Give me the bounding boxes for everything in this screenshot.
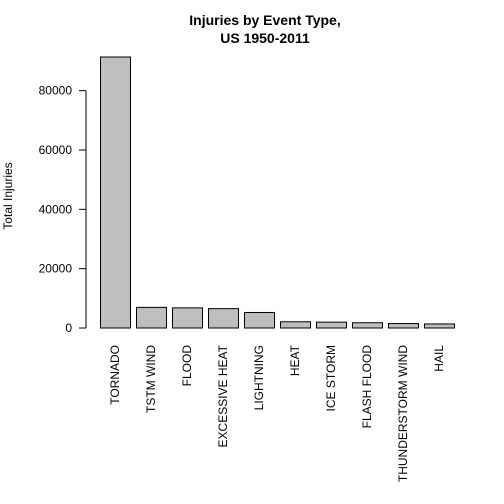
x-tick-label: TSTM WIND bbox=[144, 345, 158, 413]
y-tick-label: 20000 bbox=[39, 262, 73, 276]
y-tick-label: 0 bbox=[65, 321, 72, 335]
x-tick-label: TORNADO bbox=[108, 345, 122, 405]
bar-hail bbox=[424, 323, 455, 329]
bar-ice-storm bbox=[316, 321, 347, 329]
bar-excessive-heat bbox=[208, 308, 239, 329]
x-tick-label: EXCESSIVE HEAT bbox=[216, 344, 230, 447]
x-tick-label: HAIL bbox=[432, 345, 446, 372]
x-axis-tick-labels: TORNADO TSTM WIND FLOOD EXCESSIVE HEAT LIGHT… bbox=[108, 344, 446, 482]
y-tick-label: 40000 bbox=[39, 202, 73, 216]
y-axis: 0 20000 40000 60000 80000 bbox=[39, 84, 87, 335]
chart-title-line-1: Injuries by Event Type, bbox=[189, 12, 340, 28]
bar-lightning bbox=[244, 311, 275, 329]
bar-tornado bbox=[100, 56, 131, 329]
bar-thunderstorm-wind bbox=[388, 323, 419, 329]
x-tick-label: FLASH FLOOD bbox=[360, 345, 374, 429]
bar-flood bbox=[172, 307, 203, 329]
x-tick-label: THUNDERSTORM WIND bbox=[396, 345, 410, 482]
x-tick-label: LIGHTNING bbox=[252, 345, 266, 410]
chart-title-line-2: US 1950-2011 bbox=[220, 30, 310, 46]
bar-flash-flood bbox=[352, 322, 383, 329]
y-tick-label: 60000 bbox=[39, 143, 73, 157]
x-tick-label: ICE STORM bbox=[324, 345, 338, 411]
y-axis-label: Total Injuries bbox=[1, 162, 15, 229]
x-tick-label: FLOOD bbox=[180, 345, 194, 387]
bar-heat bbox=[280, 321, 311, 329]
bars bbox=[100, 56, 455, 329]
bar-tstm-wind bbox=[136, 306, 167, 329]
x-tick-label: HEAT bbox=[288, 344, 302, 376]
y-tick-label: 80000 bbox=[39, 84, 73, 98]
